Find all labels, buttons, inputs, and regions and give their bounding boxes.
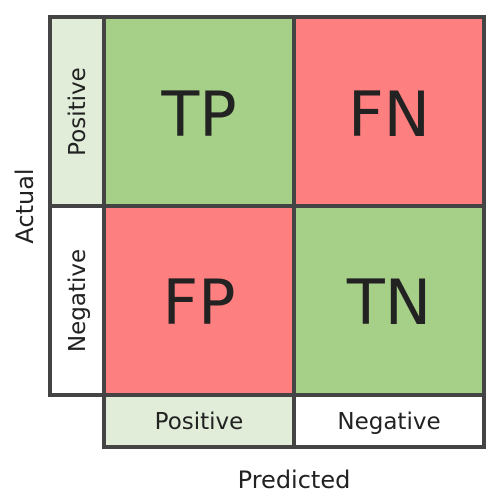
x-axis-title: Predicted (238, 466, 351, 494)
matrix-grid: TP FN FP TN (102, 15, 486, 397)
column-header-positive-label: Positive (155, 409, 244, 435)
cell-tn-label: TN (346, 266, 431, 339)
row-header-positive-box (48, 15, 106, 208)
column-header-negative-label: Negative (337, 409, 440, 435)
row-headers: Positive Negative (48, 15, 106, 397)
cell-fp: FP (104, 206, 294, 395)
row-header-negative: Negative (48, 204, 106, 397)
cell-tn-box (294, 206, 484, 395)
cell-tp: TP (104, 17, 294, 206)
column-header-negative-box (292, 393, 486, 449)
row-header-negative-box (48, 204, 106, 397)
cell-tp-label: TP (160, 78, 236, 151)
y-axis-title: Actual (11, 168, 39, 243)
column-headers: Positive Negative (102, 393, 486, 449)
column-header-positive-box (102, 393, 296, 449)
cell-fn-label: FN (348, 78, 430, 151)
cell-fp-box (104, 206, 294, 395)
cell-fp-label: FP (162, 266, 235, 339)
row-header-positive-label: Positive (65, 67, 91, 156)
cell-tn: TN (294, 206, 484, 395)
column-header-negative: Negative (292, 393, 486, 449)
column-header-positive: Positive (102, 393, 296, 449)
row-header-negative-label: Negative (65, 249, 91, 352)
row-header-positive: Positive (48, 15, 106, 208)
cell-fn-box (294, 17, 484, 206)
cell-fn: FN (294, 17, 484, 206)
cell-tp-box (104, 17, 294, 206)
